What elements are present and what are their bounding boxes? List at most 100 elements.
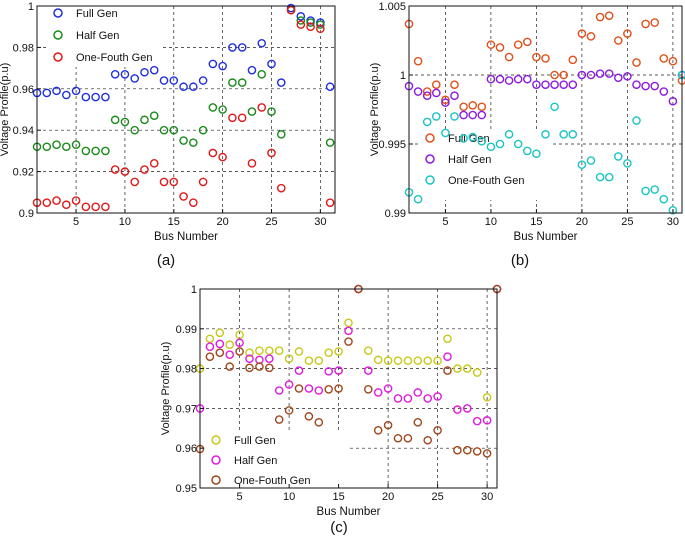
data-point — [267, 59, 276, 69]
legend-background — [204, 432, 349, 496]
x-tick-label: 25 — [431, 491, 443, 503]
legend-label: Full Gen — [448, 133, 490, 145]
x-tick-label: 25 — [621, 216, 633, 228]
data-point — [255, 346, 264, 355]
data-point — [306, 22, 315, 32]
data-point — [431, 80, 441, 89]
data-point — [62, 142, 71, 152]
figure-label: (a) — [157, 252, 175, 269]
data-point — [284, 380, 294, 389]
data-point — [316, 24, 325, 34]
legend-background — [46, 5, 161, 67]
series-one-fouth-gen — [404, 70, 685, 215]
data-point — [344, 318, 353, 328]
data-point — [101, 92, 110, 102]
data-point — [264, 354, 274, 363]
chart-c: Full Gen Half Gen One-Fouth Gen 5 10 15 20 25 30… — [160, 284, 502, 536]
data-point — [169, 177, 179, 187]
data-point — [586, 32, 596, 41]
data-point — [314, 418, 324, 427]
data-point — [91, 202, 100, 212]
data-point — [523, 37, 532, 47]
data-point — [140, 115, 149, 125]
series-one-fouth-gen — [32, 5, 335, 212]
data-point — [532, 149, 541, 158]
data-point — [237, 78, 247, 87]
data-point — [198, 76, 208, 85]
x-axis: 5 10 15 20 25 30 — [237, 484, 493, 503]
data-point — [52, 196, 61, 205]
data-point — [450, 112, 459, 121]
data-point — [659, 87, 669, 96]
data-point — [198, 177, 208, 187]
data-point — [413, 418, 423, 427]
data-point — [441, 128, 450, 138]
y-tick-label: 1 — [191, 284, 197, 296]
chart-b: Full Gen Half Gen One-Fouth Gen 5 10 15 20 25 30… — [369, 1, 685, 269]
data-point — [453, 405, 462, 414]
data-point — [247, 65, 257, 75]
data-point — [482, 392, 492, 402]
data-point — [325, 138, 335, 147]
x-tick-label: 20 — [217, 216, 229, 228]
data-point — [513, 40, 523, 49]
data-point — [120, 167, 130, 176]
x-axis: 5 10 15 20 25 30 — [442, 209, 679, 228]
data-point — [306, 18, 315, 27]
data-point — [110, 165, 120, 174]
data-point — [550, 70, 559, 80]
data-point — [324, 384, 334, 394]
data-point — [383, 420, 393, 430]
data-point — [659, 54, 669, 63]
data-point — [159, 177, 169, 187]
data-point — [443, 366, 452, 375]
data-point — [130, 74, 140, 83]
data-point — [550, 102, 559, 112]
data-point — [604, 69, 614, 78]
data-point — [403, 394, 413, 403]
data-point — [614, 73, 623, 83]
series-one-fouth-gen — [195, 284, 502, 458]
x-axis: 5 10 15 20 25 30 — [73, 209, 326, 228]
data-point — [604, 172, 614, 182]
y-axis-label: Voltage Profile(p.u) — [0, 63, 11, 157]
data-point — [482, 416, 492, 425]
data-point — [225, 362, 234, 371]
data-point — [586, 156, 596, 165]
data-point — [659, 194, 669, 204]
data-point — [468, 110, 478, 120]
x-tick-label: 30 — [481, 491, 493, 503]
data-point — [486, 40, 496, 49]
data-point — [81, 92, 91, 102]
legend-label: Half Gen — [76, 30, 119, 42]
legend-marker — [425, 133, 435, 143]
x-tick-label: 30 — [314, 216, 326, 228]
data-point — [274, 346, 284, 355]
y-tick-label: 0.99 — [385, 208, 406, 220]
data-point — [296, 20, 306, 29]
data-point — [228, 113, 237, 123]
data-point — [614, 152, 623, 161]
data-point — [393, 356, 403, 365]
data-point — [314, 356, 324, 365]
data-point — [294, 366, 304, 375]
x-axis-label: Bus Number — [514, 231, 578, 243]
x-tick-label: 10 — [485, 216, 497, 228]
data-point — [523, 146, 532, 156]
data-point — [237, 43, 247, 52]
data-point — [468, 101, 478, 110]
data-point — [334, 384, 343, 393]
data-point — [504, 130, 514, 139]
data-point — [453, 445, 462, 455]
data-point — [225, 350, 234, 359]
series-half-gen — [32, 5, 335, 156]
data-point — [52, 86, 61, 96]
x-tick-label: 20 — [576, 216, 588, 228]
y-tick-label: 0.95 — [176, 483, 197, 495]
plot-frame — [199, 288, 498, 489]
legend-label: Half Gen — [234, 455, 277, 467]
data-point — [245, 354, 254, 363]
data-point — [422, 117, 432, 127]
data-point — [205, 342, 215, 352]
